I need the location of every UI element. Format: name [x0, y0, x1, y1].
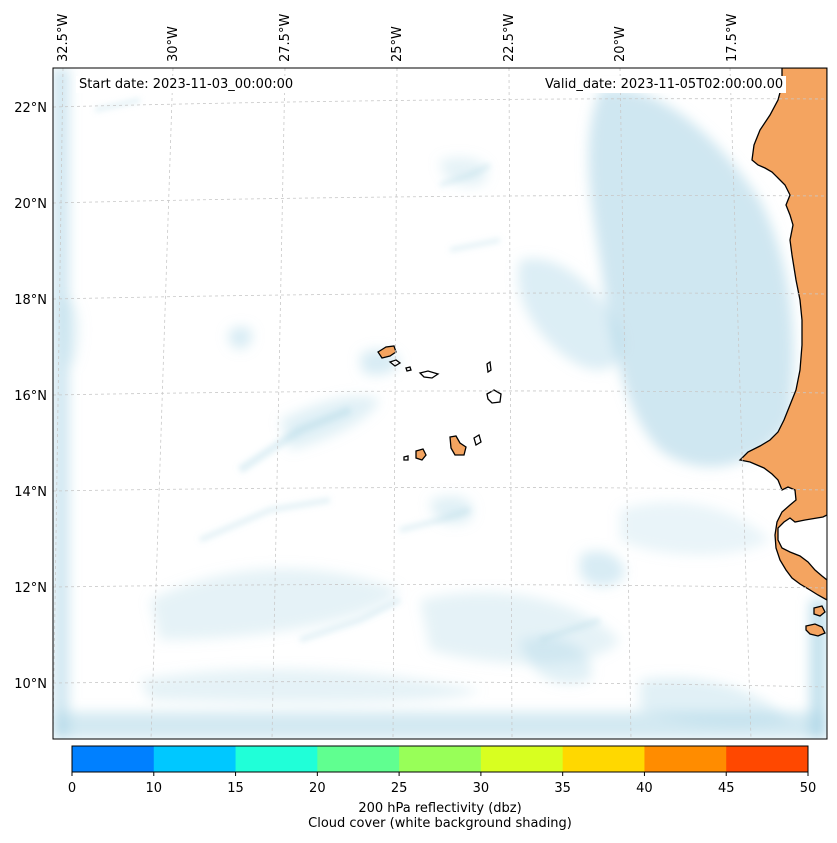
lat-label: 12°N — [14, 581, 47, 596]
colorbar-tick-label: 25 — [391, 781, 408, 796]
lat-label: 20°N — [14, 197, 47, 212]
parallel-line — [53, 98, 827, 108]
island-sal — [486, 360, 492, 374]
lon-label: 17.5°W — [725, 14, 740, 62]
colorbar-tick-label: 0 — [68, 781, 76, 796]
colorbar-tick-label: 15 — [227, 781, 244, 796]
island-santiago — [449, 435, 467, 456]
colorbar: 0 10 15 20 25 30 35 40 45 50 — [68, 745, 817, 796]
lon-label: 32.5°W — [56, 14, 71, 62]
lat-label: 10°N — [14, 677, 47, 692]
latitude-labels: 22°N 20°N 18°N 16°N 14°N 12°N 10°N — [14, 101, 47, 692]
lon-label: 27.5°W — [278, 14, 293, 62]
colorbar-tick-label: 20 — [309, 781, 326, 796]
meridian-line — [729, 68, 752, 739]
colorbar-tick-label: 50 — [800, 781, 817, 796]
parallel-line — [53, 390, 827, 396]
colorbar-segment — [644, 746, 727, 772]
colorbar-segment — [480, 746, 564, 772]
bissagos-islands — [813, 605, 826, 617]
island-brava — [403, 455, 409, 461]
meridian-line — [271, 68, 286, 739]
lon-label: 25°W — [390, 26, 405, 62]
island-santo-antao — [377, 345, 397, 359]
meridian-line — [392, 68, 398, 739]
colorbar-tick-label: 10 — [146, 781, 163, 796]
colorbar-tick-label: 30 — [473, 781, 490, 796]
longitude-labels: 32.5°W 30°W 27.5°W 25°W 22.5°W 20°W 17.5°W — [56, 14, 740, 62]
meridian-line — [53, 68, 64, 739]
colorbar-segment — [399, 746, 482, 772]
island-maio — [473, 434, 482, 446]
colorbar-segment — [153, 746, 237, 772]
colorbar-label-line1: 200 hPa reflectivity (dbz) — [358, 801, 522, 816]
parallel-line — [53, 584, 827, 589]
start-date-annotation: Start date: 2023-11-03_00:00:00 — [76, 76, 297, 93]
meridian-line — [150, 68, 174, 739]
lat-label: 16°N — [14, 389, 47, 404]
lat-label: 18°N — [14, 293, 47, 308]
lat-label: 14°N — [14, 485, 47, 500]
coastal-islands — [805, 623, 826, 637]
colorbar-tick-label: 35 — [554, 781, 571, 796]
island-fogo — [415, 448, 427, 461]
colorbar-frame — [71, 745, 809, 773]
colorbar-label-line2: Cloud cover (white background shading) — [308, 816, 572, 831]
valid-date-annotation: Valid_date: 2023-11-05T02:00:00.00 — [542, 76, 787, 93]
lat-label: 22°N — [14, 101, 47, 116]
colorbar-tick-label: 40 — [636, 781, 653, 796]
colorbar-segment — [235, 746, 318, 772]
lon-label: 20°W — [613, 26, 628, 62]
parallel-line — [53, 292, 827, 300]
cloud-cover-layer — [53, 68, 827, 739]
colorbar-segment — [726, 746, 809, 772]
meridian-line — [619, 68, 632, 739]
colorbar-segment — [72, 746, 155, 772]
africa-mainland — [738, 68, 827, 601]
parallel-line — [53, 487, 827, 492]
parallel-line — [53, 681, 827, 688]
parallel-line — [53, 195, 827, 204]
island-boa-vista — [486, 389, 502, 404]
meridian-line — [508, 68, 513, 739]
gridlines — [53, 68, 827, 739]
lon-label: 22.5°W — [502, 14, 517, 62]
map-frame — [52, 67, 828, 740]
colorbar-segment — [317, 746, 400, 772]
colorbar-segment — [562, 746, 645, 772]
island-santa-luzia — [405, 366, 412, 372]
island-sao-nicolau — [418, 370, 440, 379]
cloud-streaks — [94, 97, 601, 643]
colorbar-tick-label: 45 — [718, 781, 735, 796]
lon-label: 30°W — [166, 26, 181, 62]
colorbar-label: 200 hPa reflectivity (dbz) Cloud cover (… — [72, 801, 808, 831]
